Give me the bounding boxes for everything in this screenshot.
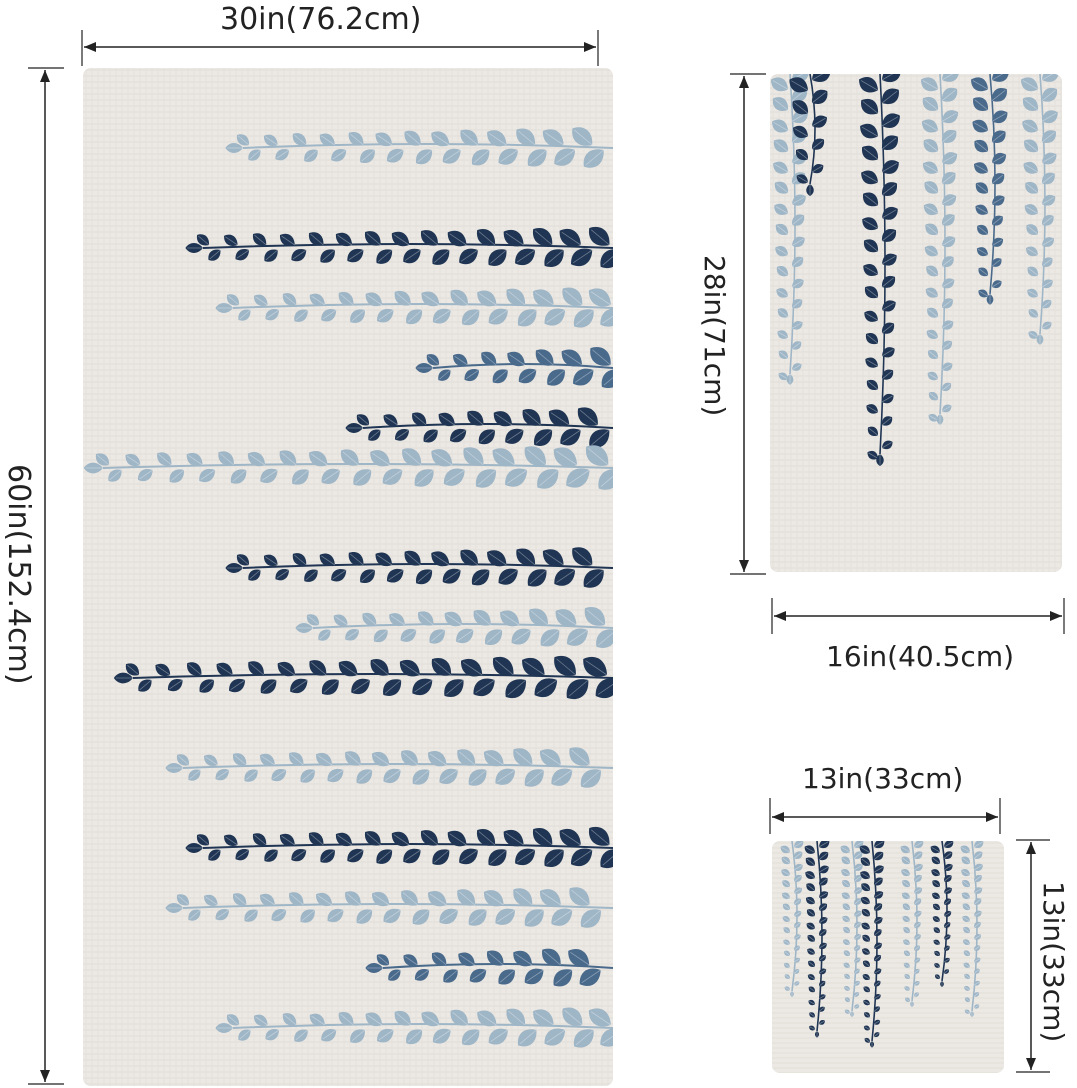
washcloth-image [772,841,1004,1073]
wash-height-dimension-line [1016,838,1050,1074]
bath-height-label: 60in(152.4cm) [1,464,36,685]
hand-width-label: 16in(40.5cm) [826,640,1015,673]
wash-width-label: 13in(33cm) [802,762,964,795]
wash-height-label: 13in(33cm) [1037,881,1070,1043]
hand-width-dimension-line [770,598,1066,634]
washcloth-pattern [772,841,1004,1073]
bath-towel-image [83,68,613,1086]
hand-height-dimension-line [730,72,766,576]
bath-width-dimension-line [80,30,600,66]
hand-towel-pattern [770,74,1062,572]
wash-width-dimension-line [768,798,1002,834]
hand-towel-image [770,74,1062,572]
bath-height-dimension-line [28,66,64,1086]
hand-height-label: 28in(71cm) [698,255,731,417]
bath-width-label: 30in(76.2cm) [220,2,422,37]
bath-towel-pattern [83,68,613,1086]
